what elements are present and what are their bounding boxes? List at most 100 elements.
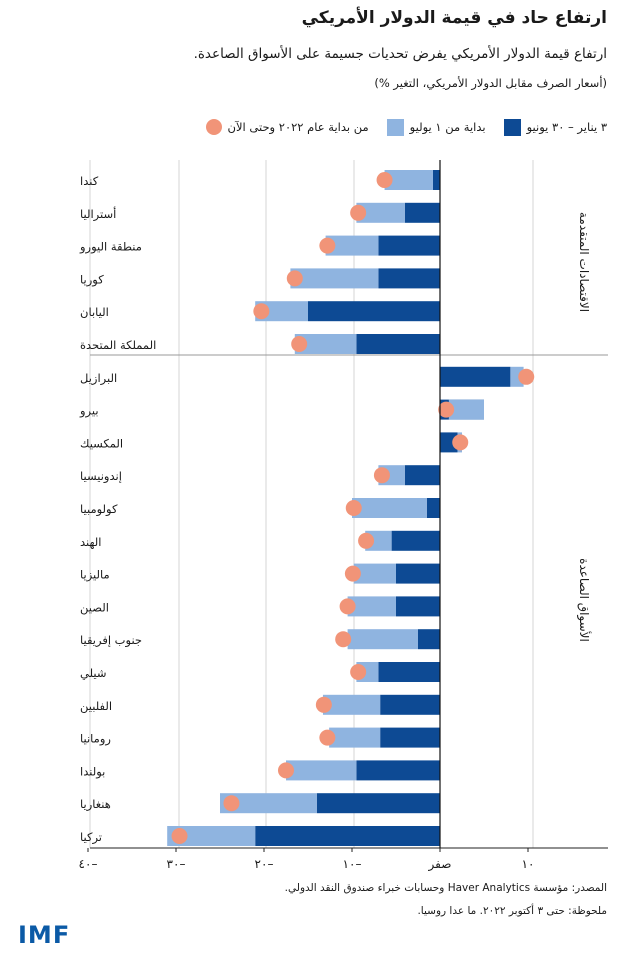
bar-since-jul-المملكة-المتحدة [294, 334, 357, 354]
x-tick-label-1: ٣٠– [167, 857, 186, 871]
dot-ytd-ماليزيا [344, 565, 361, 582]
imf-logo: IMF [18, 921, 71, 949]
bar-jan-jun-رومانيا [380, 727, 440, 748]
dot-ytd-إندونيسيا [373, 467, 390, 484]
legend-label-ytd: من بداية عام ٢٠٢٢ وحتى الآن [227, 120, 369, 134]
dot-ytd-رومانيا [319, 729, 336, 746]
dot-ytd-تركيا [171, 828, 188, 844]
bar-jan-jun-هنغاريا [316, 793, 440, 814]
bar-jan-jun-أستراليا [404, 202, 440, 223]
dot-ytd-شيلي [350, 664, 367, 680]
dot-ytd-بولندا [278, 762, 294, 779]
legend-label-jan-jun: ٣ يناير – ٣٠ يونيو [526, 120, 607, 134]
bar-jan-jun-اليابان [308, 301, 440, 322]
bar-jan-jun-بولندا [356, 760, 440, 781]
dot-ytd-المكسيك [452, 434, 469, 451]
category-label-الصين: الصين [80, 600, 109, 615]
bar-since-jul-جنوب-إفريقيا [347, 629, 418, 650]
dot-ytd-الفلبين [315, 696, 332, 713]
bar-since-jul-الفلبين [322, 694, 381, 715]
category-label-كندا: كندا [80, 174, 99, 188]
dot-ytd-المملكة-المتحدة [291, 336, 308, 352]
bar-jan-jun-شيلي [378, 662, 440, 682]
dot-ytd-كولومبيا [345, 500, 362, 516]
bar-jan-jun-تركيا [255, 826, 440, 846]
x-tick-label-3: ١٠– [343, 857, 362, 871]
x-tick-label-0: ٤٠– [79, 857, 98, 871]
bar-since-jul-كندا [384, 170, 433, 190]
bar-jan-jun-المكسيك [440, 432, 458, 453]
legend-marker-ytd [205, 119, 222, 135]
x-tick-label-2: ٢٠– [255, 857, 274, 871]
source-note: المصدر: مؤسسة Haver Analytics وحسابات خب… [284, 882, 607, 894]
legend-item-ytd: من بداية عام ٢٠٢٢ وحتى الآن [205, 119, 369, 135]
bar-jan-jun-ماليزيا [396, 563, 440, 584]
dot-ytd-اليابان [253, 303, 270, 320]
category-label-شيلي: شيلي [80, 666, 107, 680]
bar-since-jul-كولومبيا [352, 498, 427, 518]
category-label-ماليزيا: ماليزيا [80, 568, 110, 583]
dot-ytd-كندا [376, 172, 393, 188]
category-label-بيرو: بيرو [79, 404, 99, 419]
category-label-المملكة-المتحدة: المملكة المتحدة [80, 338, 156, 352]
legend-label-since-jul: بداية من ١ يوليو [409, 120, 486, 134]
bar-jan-jun-كولومبيا [426, 498, 440, 518]
dot-ytd-بيرو [438, 401, 455, 418]
bar-since-jul-تركيا [167, 826, 256, 846]
bar-since-jul-بيرو [448, 399, 484, 420]
category-label-الهند: الهند [80, 535, 102, 549]
footnote: ملحوظة: حتى ٣ أكتوبر ٢٠٢٢. ما عدا روسيا. [417, 905, 607, 917]
bar-jan-jun-الهند [391, 530, 440, 551]
category-label-إندونيسيا: إندونيسيا [80, 469, 122, 484]
category-label-الفلبين: الفلبين [80, 699, 112, 714]
bar-since-jul-ماليزيا [353, 563, 396, 584]
category-label-تركيا: تركيا [80, 830, 102, 845]
bar-jan-jun-المملكة-المتحدة [356, 334, 440, 354]
bar-jan-jun-البرازيل [440, 366, 511, 387]
category-label-اليابان: اليابان [80, 305, 109, 319]
chart-title: ارتفاع حاد في قيمة الدولار الأمريكي [301, 8, 607, 28]
chart-units: (أسعار الصرف مقابل الدولار الأمريكي، الت… [374, 76, 607, 90]
dot-ytd-الصين [339, 598, 356, 615]
category-label-جنوب-إفريقيا: جنوب إفريقيا [80, 633, 142, 648]
category-label-المكسيك: المكسيك [80, 436, 123, 450]
bar-jan-jun-منطقة-اليورو [378, 235, 440, 256]
dot-ytd-كوريا [286, 270, 303, 287]
dot-ytd-البرازيل [518, 368, 535, 385]
dot-ytd-الهند [358, 532, 375, 549]
bar-since-jul-رومانيا [329, 727, 381, 748]
legend: ٣ يناير – ٣٠ يونيو بداية من ١ يوليو من ب… [205, 117, 607, 137]
dot-ytd-منطقة-اليورو [319, 237, 336, 254]
bar-since-jul-أستراليا [356, 202, 405, 223]
bar-jan-jun-الفلبين [380, 694, 440, 715]
chart-subtitle: ارتفاع قيمة الدولار الأمريكي يفرض تحديات… [193, 46, 607, 62]
bar-jan-jun-إندونيسيا [404, 465, 440, 486]
bar-since-jul-منطقة-اليورو [325, 235, 379, 256]
bar-since-jul-هنغاريا [220, 793, 317, 814]
bar-since-jul-كوريا [290, 268, 379, 289]
bar-since-jul-بولندا [286, 760, 357, 781]
group-label-advanced: الاقتصادات المتقدمة [577, 212, 591, 312]
bar-since-jul-الصين [347, 596, 396, 617]
x-tick-label-4: صفر [428, 857, 452, 872]
category-label-بولندا: بولندا [80, 764, 105, 779]
group-label-emerging: الأسواق الصاعدة [576, 558, 592, 642]
x-tick-label-5: ١٠ [522, 857, 535, 871]
legend-swatch-jan-jun [503, 118, 521, 136]
bar-jan-jun-جنوب-إفريقيا [418, 629, 440, 650]
category-label-كوريا: كوريا [80, 272, 104, 287]
category-label-منطقة-اليورو: منطقة اليورو [79, 240, 142, 255]
category-label-هنغاريا: هنغاريا [80, 797, 111, 812]
category-label-أستراليا: أستراليا [80, 206, 116, 222]
legend-item-since-jul: بداية من ١ يوليو [386, 118, 486, 136]
legend-item-jan-jun: ٣ يناير – ٣٠ يونيو [503, 118, 607, 136]
bar-jan-jun-كندا [432, 170, 440, 190]
category-label-البرازيل: البرازيل [80, 371, 117, 386]
legend-swatch-since-jul [386, 118, 404, 136]
dot-ytd-جنوب-إفريقيا [335, 631, 352, 648]
bar-jan-jun-كوريا [378, 268, 440, 289]
dot-ytd-أستراليا [350, 204, 367, 221]
category-label-رومانيا: رومانيا [80, 732, 111, 747]
bar-since-jul-اليابان [255, 301, 308, 322]
